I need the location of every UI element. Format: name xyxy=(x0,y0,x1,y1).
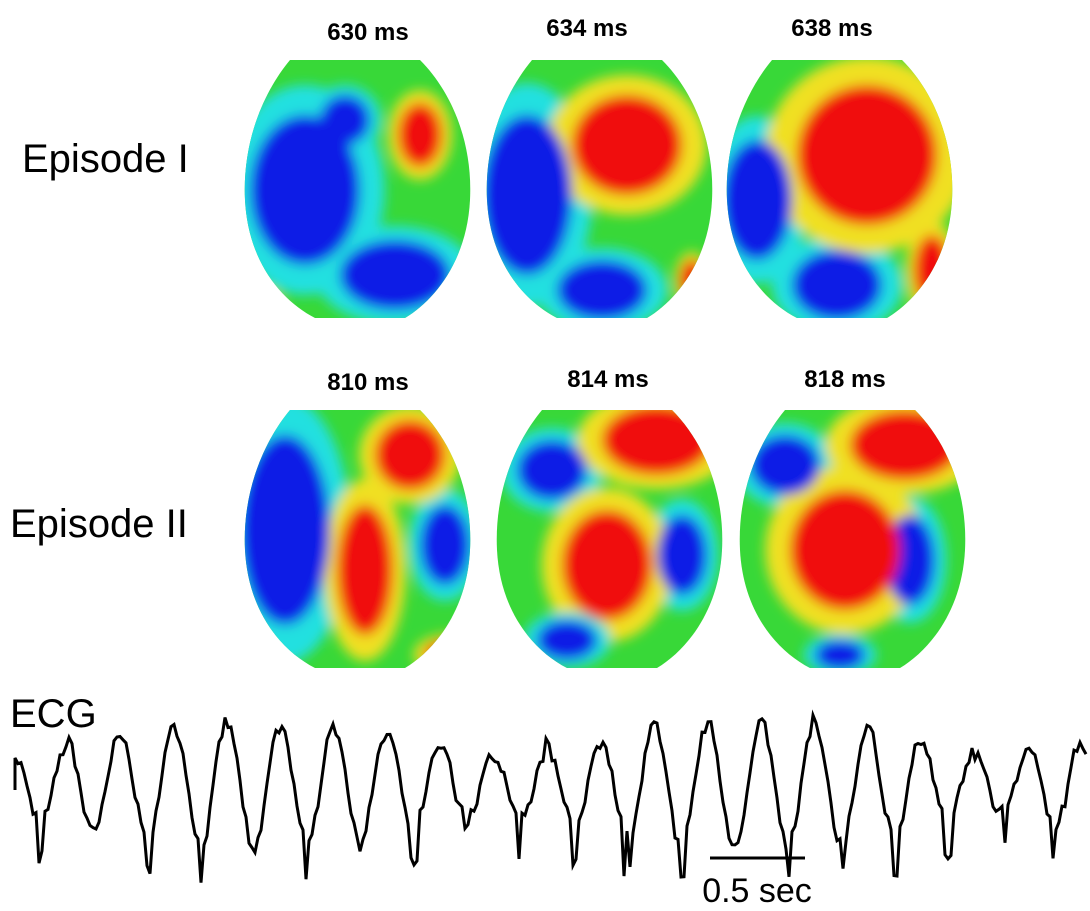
map-core xyxy=(792,250,882,320)
activation-map xyxy=(730,396,985,680)
ecg-trace xyxy=(15,715,1086,882)
map-core xyxy=(557,260,647,320)
map-core xyxy=(337,505,393,635)
map-core xyxy=(425,640,475,670)
map-core xyxy=(240,435,330,625)
map-core xyxy=(680,260,704,300)
map-core xyxy=(340,240,450,310)
frame-label: 810 ms xyxy=(327,369,408,396)
map-core xyxy=(537,620,597,660)
map-core xyxy=(850,410,960,480)
activation-map xyxy=(462,50,727,332)
map-core xyxy=(562,510,652,620)
map-core xyxy=(602,405,712,475)
scale-bar-label: 0.5 sec xyxy=(702,872,812,910)
map-blobs xyxy=(706,57,968,334)
activation-map xyxy=(225,50,485,331)
frame-label: 634 ms xyxy=(546,15,627,42)
figure: Episode I Episode II 630 ms 634 ms 638 m… xyxy=(0,0,1090,911)
map-core xyxy=(657,515,707,595)
frame-label: 818 ms xyxy=(804,366,885,393)
map-core xyxy=(320,95,370,145)
map-halo xyxy=(248,289,283,331)
map-core xyxy=(572,95,682,195)
map-core xyxy=(790,490,900,610)
row-label: Episode I xyxy=(22,137,189,181)
frame-label: 638 ms xyxy=(791,15,872,42)
frame-label: 814 ms xyxy=(567,366,648,393)
map-core xyxy=(517,440,587,500)
activation-map xyxy=(220,397,487,680)
activation-map xyxy=(487,391,737,680)
frame-label: 630 ms xyxy=(327,19,408,46)
map-core xyxy=(375,420,445,490)
map-halo xyxy=(414,634,487,676)
map-core xyxy=(914,235,950,305)
map-core xyxy=(722,140,792,260)
map-core xyxy=(398,103,442,167)
map-core xyxy=(482,115,572,275)
map-core xyxy=(750,435,820,495)
ecg-label: ECG xyxy=(10,692,97,736)
map-core xyxy=(815,640,865,670)
map-core xyxy=(797,85,937,225)
map-core xyxy=(420,505,470,585)
activation-map xyxy=(706,50,968,334)
map-core xyxy=(253,295,277,325)
row-label: Episode II xyxy=(10,502,188,546)
